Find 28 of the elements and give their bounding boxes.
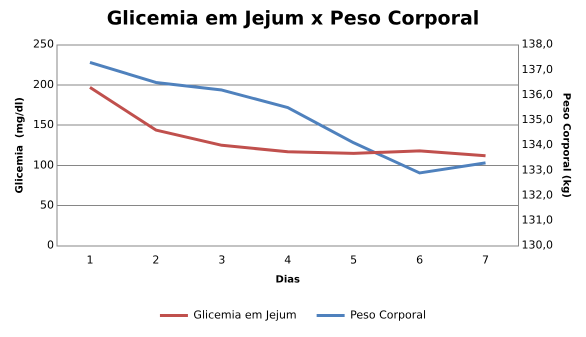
y-tick-label: 100 — [32, 158, 54, 172]
y2-tick-label: 131,0 — [522, 214, 554, 227]
x-tick-label: 7 — [482, 253, 490, 266]
y-tick-label: 150 — [32, 118, 54, 132]
y2-axis-title: Peso Corporal (kg) — [560, 92, 572, 198]
x-tick-label: 2 — [152, 253, 160, 266]
y2-tick-label: 133,0 — [522, 163, 554, 176]
legend-label: Peso Corporal — [350, 308, 426, 322]
y2-tick-label: 138,0 — [522, 38, 554, 51]
y-tick-label: 0 — [46, 238, 54, 252]
x-tick-label: 1 — [86, 253, 94, 266]
x-tick-label: 4 — [284, 253, 292, 266]
y2-tick-label: 135,0 — [522, 113, 554, 126]
y2-tick-label: 137,0 — [522, 62, 554, 76]
x-tick-label: 3 — [218, 253, 226, 266]
y2-tick-label: 136,0 — [522, 88, 554, 101]
chart-title: Glicemia em Jejum x Peso Corporal — [106, 7, 480, 30]
y-axis-title: Glicemia (mg/dl) — [14, 97, 26, 194]
y-tick-label: 50 — [40, 198, 54, 212]
x-tick-label: 6 — [416, 253, 424, 266]
y2-tick-label: 134,0 — [522, 138, 554, 152]
y2-tick-label: 130,0 — [522, 238, 554, 252]
y-tick-label: 250 — [32, 38, 54, 51]
y2-tick-label: 132,0 — [522, 188, 554, 202]
x-axis-title: Dias — [276, 274, 300, 286]
legend-label: Glicemia em Jejum — [193, 308, 297, 322]
x-tick-label: 5 — [350, 253, 358, 266]
y-tick-label: 200 — [32, 78, 54, 91]
